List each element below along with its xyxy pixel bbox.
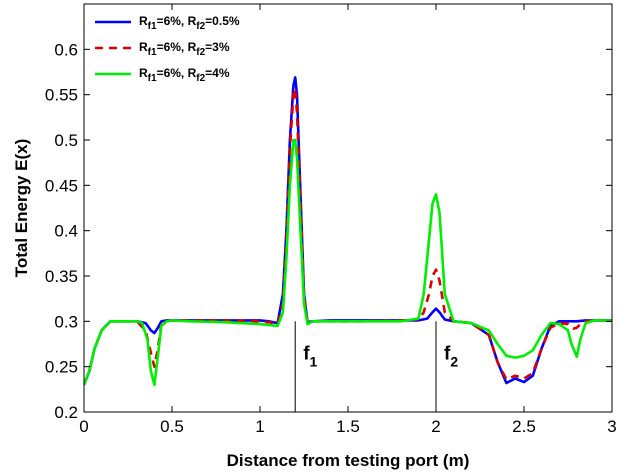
fault-marker-label: f1: [303, 343, 317, 369]
y-tick-label: 0.4: [54, 222, 78, 241]
y-tick-label: 0.2: [54, 403, 78, 422]
legend-label-3: Rf1=6%, Rf2=4%: [139, 66, 230, 84]
x-tick-label: 1.5: [336, 417, 360, 436]
tick-layer: 0 0.5 1 1.5 2 2.5 3 0.2 0.25 0.3 0.35 0.4 0.45 0.5 0.5…: [45, 4, 617, 436]
x-tick-label: 2: [431, 417, 440, 436]
y-tick-label: 0.55: [45, 86, 78, 105]
legend-label-1: Rf1=6%, Rf2=0.5%: [139, 14, 240, 32]
annotation-layer: f1 f2: [294, 321, 458, 412]
x-tick-label: 0.5: [160, 417, 184, 436]
y-tick-label: 0.5: [54, 131, 78, 150]
x-tick-label: 3: [607, 417, 616, 436]
y-tick-label: 0.6: [54, 40, 78, 59]
plot-area: [84, 4, 612, 412]
x-tick-label: 2.5: [512, 417, 536, 436]
series-layer: [84, 76, 612, 387]
series-line-3: [84, 138, 612, 387]
x-axis-label: Distance from testing port (m): [227, 451, 470, 470]
y-tick-label: 0.25: [45, 358, 78, 377]
legend: Rf1=6%, Rf2=0.5% Rf1=6%, Rf2=3% Rf1=6%, Rf…: [95, 14, 240, 84]
legend-label-2: Rf1=6%, Rf2=3%: [139, 40, 230, 58]
y-tick-label: 0.3: [54, 312, 78, 331]
x-tick-label: 0: [79, 417, 88, 436]
y-tick-label: 0.35: [45, 267, 78, 286]
y-axis-label: Total Energy E(x): [12, 139, 31, 278]
x-tick-label: 1: [255, 417, 264, 436]
fault-marker-label: f2: [444, 343, 458, 369]
y-tick-label: 0.45: [45, 176, 78, 195]
